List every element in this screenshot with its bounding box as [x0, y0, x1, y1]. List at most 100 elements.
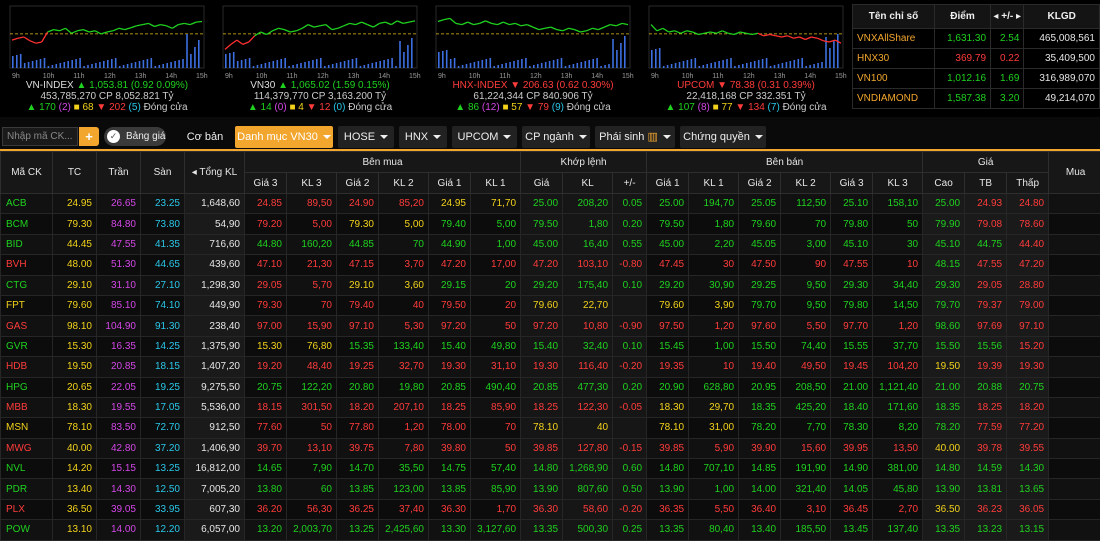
volume-bar [47, 66, 50, 68]
tab-hnx[interactable]: HNX [399, 126, 447, 148]
index-panel-vnindex[interactable]: 9h 10h 11h 12h 13h 14h 15h VN-INDEX ▲ 1,053.81… [2, 2, 212, 114]
cell-floor: 23.25 [140, 192, 185, 215]
cell-symbol[interactable]: MWG [0, 437, 53, 460]
tab-co-ban[interactable]: Cơ bản [186, 131, 224, 143]
col-header-match-price[interactable]: Giá [520, 172, 564, 194]
cell-symbol[interactable]: PLX [0, 498, 53, 521]
col-header-high[interactable]: Cao [922, 172, 966, 194]
cell-symbol[interactable]: BID [0, 233, 53, 256]
col-header-bid-vol-3[interactable]: KL 3 [286, 172, 337, 194]
cell-symbol[interactable]: FPT [0, 294, 53, 317]
col-header-match-vol[interactable]: KL [562, 172, 614, 194]
tab-cp-nganh[interactable]: CP ngành [522, 126, 590, 148]
col-header-avg[interactable]: TB [964, 172, 1008, 194]
cell-symbol[interactable]: HDB [0, 356, 53, 378]
col-header-ref[interactable]: TC [52, 151, 97, 194]
col-header-bid-price-3[interactable]: Giá 3 [244, 172, 287, 194]
tab-phai-sinh[interactable]: Phái sinh ▥ [595, 126, 675, 148]
index-panel-upcom[interactable]: 9h 10h 11h 12h 13h 14h 15h UPCOM ▼ 78.38 (0.31… [641, 2, 851, 114]
cell-total-volume: 6,057,00 [184, 519, 245, 541]
col-header-ask-vol-3[interactable]: KL 3 [872, 172, 924, 194]
stock-row[interactable]: MBB 18.30 19.55 17.05 5,536,00 18.15 301,50 18.… [0, 396, 1100, 419]
col-header-bid-vol-2[interactable]: KL 2 [378, 172, 429, 194]
stock-row[interactable]: POW 13.10 14.00 12.20 6,057,00 13.20 2,003,70 1… [0, 519, 1100, 541]
cell-symbol[interactable]: HPG [0, 376, 53, 398]
cell-ask-price-1: 20.90 [646, 376, 690, 398]
col-header-symbol[interactable]: Mã CK [0, 151, 53, 194]
col-header-ask-vol-1[interactable]: KL 1 [688, 172, 740, 194]
col-header-low[interactable]: Thấp [1006, 172, 1050, 194]
index-panel-vn30[interactable]: 9h 10h 11h 12h 13h 14h 15h VN30 ▲ 1,065.02 (1.… [215, 2, 425, 114]
cell-symbol[interactable]: BCM [0, 213, 53, 235]
stock-row[interactable]: BID 44.45 47.55 41.35 716,60 44.80 160,20 44.85… [0, 233, 1100, 256]
tab-hose[interactable]: HOSE [338, 126, 394, 148]
col-header-ask-price-1[interactable]: Giá 1 [646, 172, 690, 194]
cell-symbol[interactable]: GAS [0, 315, 53, 337]
cell-symbol[interactable]: GVR [0, 335, 53, 358]
price-line-segment [710, 31, 717, 34]
stock-row[interactable]: HPG 20.65 22.05 19.25 9,275,50 20.75 122,20 20.… [0, 376, 1100, 398]
stock-row[interactable]: GAS 98.10 104.90 91.30 238,40 97.00 15,90 97.10… [0, 315, 1100, 337]
cell-symbol[interactable]: CTG [0, 274, 53, 296]
tab-upcom[interactable]: UPCOM [452, 126, 517, 148]
symbol-search-input[interactable] [2, 127, 78, 146]
col-header-ask-vol-2[interactable]: KL 2 [780, 172, 832, 194]
col-header-floor[interactable]: Sàn [140, 151, 185, 194]
bar-chart-icon: ▥ [647, 131, 658, 143]
summary-row[interactable]: VNDIAMOND 1,587.38 3.20 49,214,070 [852, 88, 1100, 109]
volume-bar [130, 63, 133, 68]
add-symbol-button[interactable]: + [79, 127, 99, 146]
cell-symbol[interactable]: MBB [0, 396, 53, 419]
price-line-segment [674, 30, 681, 34]
cell-symbol[interactable]: MSN [0, 417, 53, 439]
col-header-ceil[interactable]: Trần [96, 151, 141, 194]
stock-row[interactable]: CTG 29.10 31.10 27.10 1,298,30 29.05 5,70 29.10… [0, 274, 1100, 296]
stock-row[interactable]: MWG 40.00 42.80 37.20 1,406,90 39.70 13,10 39.7… [0, 437, 1100, 460]
stock-row[interactable]: GVR 15.30 16.35 14.25 1,375,90 15.30 76,80 15.3… [0, 335, 1100, 358]
cell-low: 47.20 [1006, 254, 1050, 276]
cell-avg: 29.05 [964, 274, 1008, 296]
col-header-buy[interactable]: Mua [1048, 151, 1100, 194]
cell-symbol[interactable]: NVL [0, 458, 53, 480]
col-header-bid-price-2[interactable]: Giá 2 [336, 172, 379, 194]
cell-symbol[interactable]: PDR [0, 478, 53, 500]
volume-bar [666, 65, 669, 68]
col-header-ask-price-2[interactable]: Giá 2 [738, 172, 782, 194]
price-line-segment [396, 20, 404, 24]
col-header-bid-vol-1[interactable]: KL 1 [469, 172, 522, 194]
cell-match-price: 19.30 [520, 356, 564, 378]
summary-row[interactable]: VNXAllShare 1,631.30 2.54 465,008,561 [852, 28, 1100, 49]
price-line-segment [142, 22, 149, 26]
stock-row[interactable]: BVH 48.00 51.30 44.65 439,60 47.10 21,30 47.15 3… [0, 254, 1100, 276]
cell-symbol[interactable]: POW [0, 519, 53, 541]
tab-danh-muc-vn30[interactable]: Danh mục VN30 [235, 126, 333, 148]
price-line-segment [473, 22, 480, 26]
market-status: Đóng cửa [782, 102, 827, 113]
col-header-bid-price-1[interactable]: Giá 1 [428, 172, 471, 194]
stock-row[interactable]: FPT 79.60 85.10 74.10 449,90 79.30 70 79.40 40 79… [0, 294, 1100, 317]
cell-symbol[interactable]: ACB [0, 192, 53, 215]
cell-bid-price-1: 39.80 [428, 437, 471, 460]
cell-match-change [612, 294, 648, 317]
index-panel-hnxindex[interactable]: 9h 10h 11h 12h 13h 14h 15h HNX-INDEX ▼ 206.63 … [428, 2, 638, 114]
stock-row[interactable]: BCM 79.30 84.80 73.80 54,90 79.20 5,00 79.30 5,0… [0, 213, 1100, 235]
cell-low: 24.80 [1006, 192, 1050, 215]
stock-row[interactable]: HDB 19.50 20.85 18.15 1,407,20 19.20 48,40 19.2… [0, 356, 1100, 378]
stock-row[interactable]: NVL 14.20 15.15 13.25 16,812,00 14.65 7,90 14.7… [0, 458, 1100, 480]
col-header-total-volume[interactable]: ◂ Tổng KL [184, 151, 245, 194]
stock-row[interactable]: PDR 13.40 14.30 12.50 7,005,20 13.80 60 13.85 12… [0, 478, 1100, 500]
price-board-toggle[interactable]: ✓ Bảng giá [104, 127, 166, 146]
tab-chung-quyen[interactable]: Chứng quyền [680, 126, 766, 148]
price-line-segment [449, 17, 457, 24]
summary-row[interactable]: HNX30 369.79 0.22 35,409,500 [852, 48, 1100, 69]
cell-bid-vol-3: 301,50 [286, 396, 337, 419]
stock-row[interactable]: ACB 24.95 26.65 23.25 1,648,60 24.85 89,50 24.9… [0, 192, 1100, 215]
col-header-ask-price-3[interactable]: Giá 3 [830, 172, 874, 194]
stock-row[interactable]: PLX 36.50 39.05 33.95 607,30 36.20 56,30 36.25 3… [0, 498, 1100, 521]
stock-row[interactable]: MSN 78.10 83.50 72.70 912,50 77.60 50 77.80 1,20… [0, 417, 1100, 439]
col-header-match-change[interactable]: +/- [612, 172, 648, 194]
cell-symbol[interactable]: BVH [0, 254, 53, 276]
cell-ask-price-3: 14.90 [830, 458, 874, 480]
cell-ask-vol-1: 29,70 [688, 396, 740, 419]
summary-row[interactable]: VN100 1,012.16 1.69 316,989,070 [852, 68, 1100, 89]
